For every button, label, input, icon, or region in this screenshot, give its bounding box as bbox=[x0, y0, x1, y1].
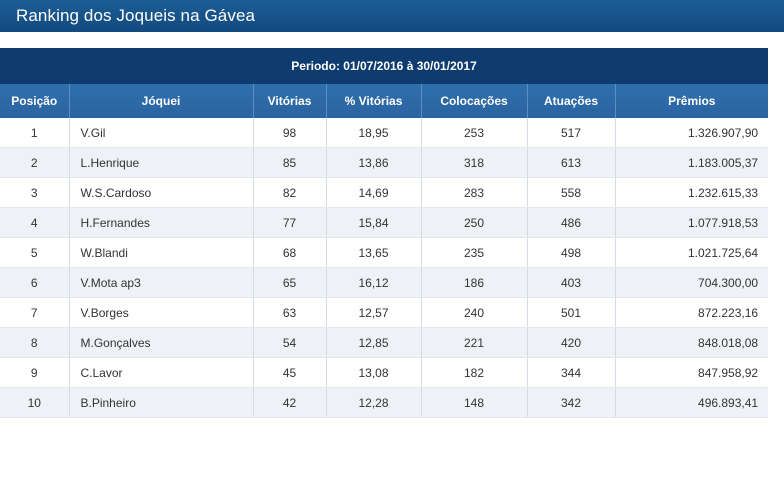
win-pct-cell: 12,57 bbox=[325, 297, 421, 328]
prize-cell: 496.893,41 bbox=[614, 387, 769, 418]
placings-cell: 186 bbox=[420, 267, 527, 298]
column-header-colocacoes[interactable]: Colocações bbox=[420, 84, 527, 118]
position-cell: 5 bbox=[0, 237, 69, 268]
table-row: 4 H.Fernandes 77 15,84 250 486 1.077.918,53 bbox=[0, 207, 769, 238]
position-cell: 8 bbox=[0, 327, 69, 358]
position-cell: 2 bbox=[0, 147, 69, 178]
rides-cell: 558 bbox=[526, 177, 615, 208]
placings-cell: 240 bbox=[420, 297, 527, 328]
prize-cell: 872.223,16 bbox=[614, 297, 769, 328]
wins-cell: 98 bbox=[252, 118, 326, 148]
wins-cell: 82 bbox=[252, 177, 326, 208]
period-label: Periodo: 01/07/2016 à 30/01/2017 bbox=[0, 48, 769, 84]
placings-cell: 250 bbox=[420, 207, 527, 238]
column-header-pct-vitorias[interactable]: % Vitórias bbox=[325, 84, 421, 118]
table-row: 1 V.Gil 98 18,95 253 517 1.326.907,90 bbox=[0, 118, 769, 148]
wins-cell: 68 bbox=[252, 237, 326, 268]
position-cell: 9 bbox=[0, 357, 69, 388]
win-pct-cell: 13,08 bbox=[325, 357, 421, 388]
rides-cell: 517 bbox=[526, 118, 615, 148]
table-row: 10 B.Pinheiro 42 12,28 148 342 496.893,41 bbox=[0, 387, 769, 418]
ranking-table-container: Periodo: 01/07/2016 à 30/01/2017 Posição… bbox=[0, 48, 769, 418]
column-header-posicao[interactable]: Posição bbox=[0, 84, 69, 118]
wins-cell: 63 bbox=[252, 297, 326, 328]
win-pct-cell: 18,95 bbox=[325, 118, 421, 148]
wins-cell: 85 bbox=[252, 147, 326, 178]
prize-cell: 1.021.725,64 bbox=[614, 237, 769, 268]
jockey-name-cell: L.Henrique bbox=[68, 147, 253, 178]
win-pct-cell: 15,84 bbox=[325, 207, 421, 238]
position-cell: 3 bbox=[0, 177, 69, 208]
jockey-name-cell: C.Lavor bbox=[68, 357, 253, 388]
table-row: 9 C.Lavor 45 13,08 182 344 847.958,92 bbox=[0, 357, 769, 388]
prize-cell: 1.232.615,33 bbox=[614, 177, 769, 208]
rides-cell: 403 bbox=[526, 267, 615, 298]
column-header-vitorias[interactable]: Vitórias bbox=[252, 84, 326, 118]
table-row: 5 W.Blandi 68 13,65 235 498 1.021.725,64 bbox=[0, 237, 769, 268]
ranking-table: Periodo: 01/07/2016 à 30/01/2017 Posição… bbox=[0, 48, 769, 418]
table-row: 6 V.Mota ap3 65 16,12 186 403 704.300,00 bbox=[0, 267, 769, 298]
wins-cell: 54 bbox=[252, 327, 326, 358]
wins-cell: 45 bbox=[252, 357, 326, 388]
table-body: 1 V.Gil 98 18,95 253 517 1.326.907,90 2 L.Henriq… bbox=[0, 118, 769, 418]
header-bar: Ranking dos Joqueis na Gávea bbox=[0, 0, 784, 32]
prize-cell: 1.183.005,37 bbox=[614, 147, 769, 178]
jockey-name-cell: B.Pinheiro bbox=[68, 387, 253, 418]
win-pct-cell: 13,86 bbox=[325, 147, 421, 178]
rides-cell: 486 bbox=[526, 207, 615, 238]
prize-cell: 704.300,00 bbox=[614, 267, 769, 298]
prize-cell: 848.018,08 bbox=[614, 327, 769, 358]
placings-cell: 318 bbox=[420, 147, 527, 178]
column-header-atuacoes[interactable]: Atuações bbox=[526, 84, 615, 118]
placings-cell: 221 bbox=[420, 327, 527, 358]
position-cell: 7 bbox=[0, 297, 69, 328]
placings-cell: 235 bbox=[420, 237, 527, 268]
column-header-premios[interactable]: Prêmios bbox=[614, 84, 769, 118]
rides-cell: 498 bbox=[526, 237, 615, 268]
position-cell: 6 bbox=[0, 267, 69, 298]
jockey-name-cell: V.Mota ap3 bbox=[68, 267, 253, 298]
win-pct-cell: 16,12 bbox=[325, 267, 421, 298]
win-pct-cell: 13,65 bbox=[325, 237, 421, 268]
win-pct-cell: 12,85 bbox=[325, 327, 421, 358]
table-row: 3 W.S.Cardoso 82 14,69 283 558 1.232.615,33 bbox=[0, 177, 769, 208]
jockey-name-cell: M.Gonçalves bbox=[68, 327, 253, 358]
jockey-name-cell: W.S.Cardoso bbox=[68, 177, 253, 208]
position-cell: 1 bbox=[0, 118, 69, 148]
placings-cell: 253 bbox=[420, 118, 527, 148]
win-pct-cell: 14,69 bbox=[325, 177, 421, 208]
jockey-name-cell: V.Gil bbox=[68, 118, 253, 148]
placings-cell: 148 bbox=[420, 387, 527, 418]
rides-cell: 420 bbox=[526, 327, 615, 358]
column-header-row: Posição Jóquei Vitórias % Vitórias Coloc… bbox=[0, 84, 769, 118]
rides-cell: 344 bbox=[526, 357, 615, 388]
table-row: 7 V.Borges 63 12,57 240 501 872.223,16 bbox=[0, 297, 769, 328]
prize-cell: 1.326.907,90 bbox=[614, 118, 769, 148]
rides-cell: 342 bbox=[526, 387, 615, 418]
win-pct-cell: 12,28 bbox=[325, 387, 421, 418]
wins-cell: 65 bbox=[252, 267, 326, 298]
table-row: 8 M.Gonçalves 54 12,85 221 420 848.018,08 bbox=[0, 327, 769, 358]
jockey-name-cell: V.Borges bbox=[68, 297, 253, 328]
rides-cell: 613 bbox=[526, 147, 615, 178]
jockey-name-cell: W.Blandi bbox=[68, 237, 253, 268]
wins-cell: 42 bbox=[252, 387, 326, 418]
position-cell: 4 bbox=[0, 207, 69, 238]
jockey-name-cell: H.Fernandes bbox=[68, 207, 253, 238]
period-row: Periodo: 01/07/2016 à 30/01/2017 bbox=[0, 48, 769, 84]
wins-cell: 77 bbox=[252, 207, 326, 238]
rides-cell: 501 bbox=[526, 297, 615, 328]
page-title: Ranking dos Joqueis na Gávea bbox=[16, 6, 256, 25]
placings-cell: 182 bbox=[420, 357, 527, 388]
position-cell: 10 bbox=[0, 387, 69, 418]
column-header-joquei[interactable]: Jóquei bbox=[68, 84, 253, 118]
prize-cell: 1.077.918,53 bbox=[614, 207, 769, 238]
table-row: 2 L.Henrique 85 13,86 318 613 1.183.005,37 bbox=[0, 147, 769, 178]
placings-cell: 283 bbox=[420, 177, 527, 208]
prize-cell: 847.958,92 bbox=[614, 357, 769, 388]
